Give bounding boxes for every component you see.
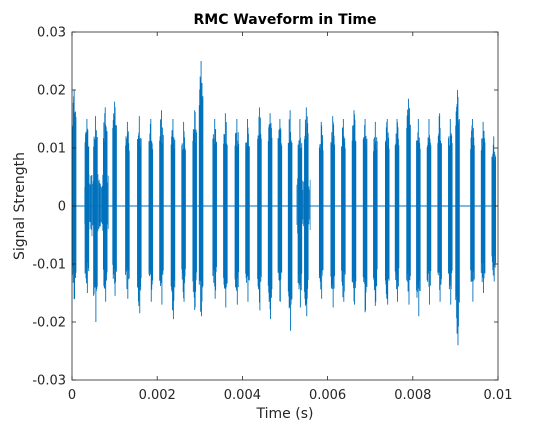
waveform-burst-28 bbox=[373, 121, 378, 306]
waveform-burst-15 bbox=[234, 119, 240, 305]
x-tick-label: 0.008 bbox=[394, 388, 431, 403]
waveform-burst-11 bbox=[192, 110, 197, 310]
y-tick-label: 0.01 bbox=[37, 142, 66, 157]
waveform-burst-17 bbox=[257, 107, 262, 311]
x-tick-label: 0 bbox=[68, 388, 76, 403]
waveform-burst-21 bbox=[297, 119, 303, 308]
waveform-burst-13 bbox=[212, 119, 217, 299]
waveform-burst-24 bbox=[330, 116, 335, 308]
waveform-burst-9 bbox=[170, 119, 176, 320]
waveform-burst-5 bbox=[125, 121, 130, 299]
waveform-burst-23 bbox=[318, 121, 324, 299]
waveform-burst-22 bbox=[304, 107, 309, 317]
waveform-burst-39 bbox=[491, 136, 496, 282]
x-tick-label: 0.002 bbox=[139, 388, 176, 403]
waveform-burst-4 bbox=[112, 101, 117, 296]
waveform-burst-14 bbox=[223, 113, 228, 308]
waveform-burst-20 bbox=[287, 110, 293, 331]
waveform-burst-7 bbox=[148, 119, 154, 302]
waveform-burst-29 bbox=[384, 119, 390, 305]
waveform-burst-18 bbox=[267, 113, 273, 320]
waveform-burst-32 bbox=[416, 119, 421, 317]
chart-title: RMC Waveform in Time bbox=[193, 12, 376, 28]
y-tick-label: -0.02 bbox=[32, 316, 66, 331]
waveform-burst-8 bbox=[159, 110, 164, 305]
y-tick-label: 0.02 bbox=[37, 84, 66, 99]
waveform-burst-2 bbox=[93, 116, 98, 322]
waveform-burst-25 bbox=[341, 119, 346, 302]
waveform-burst-33 bbox=[426, 119, 432, 305]
x-axis-label: Time (s) bbox=[256, 406, 314, 422]
y-axis-label: Signal Strength bbox=[12, 152, 28, 260]
x-tick-label: 0.01 bbox=[484, 388, 513, 403]
waveform-burst-35 bbox=[448, 119, 453, 305]
waveform-burst-10 bbox=[181, 121, 186, 302]
waveform-burst-34 bbox=[437, 113, 442, 302]
waveform-burst-3 bbox=[102, 107, 108, 302]
y-tick-label: 0.03 bbox=[37, 26, 66, 41]
waveform-burst-31 bbox=[406, 98, 411, 305]
waveform-burst-0 bbox=[71, 90, 77, 300]
waveform-burst-1 bbox=[84, 119, 90, 293]
waveform-burst-19 bbox=[277, 119, 283, 302]
waveform-burst-26 bbox=[351, 110, 357, 305]
waveform-burst-16 bbox=[245, 119, 250, 302]
x-tick-label: 0.004 bbox=[224, 388, 261, 403]
ticks-layer: 0 0.002 0.004 0.006 0.008 0.010.030.020.010-0… bbox=[32, 26, 512, 404]
waveform-burst-37 bbox=[470, 119, 475, 302]
waveform-burst-30 bbox=[394, 119, 400, 302]
series-layer bbox=[71, 61, 498, 346]
waveform-burst-12 bbox=[198, 61, 204, 317]
y-tick-label: -0.01 bbox=[32, 258, 66, 273]
waveform-burst-27 bbox=[362, 119, 368, 313]
y-tick-label: -0.03 bbox=[32, 374, 66, 389]
waveform-burst-6 bbox=[137, 116, 142, 314]
waveform-burst-36 bbox=[455, 90, 460, 346]
y-tick-label: 0 bbox=[58, 200, 66, 215]
x-tick-label: 0.006 bbox=[309, 388, 346, 403]
waveform-burst-38 bbox=[480, 121, 486, 293]
